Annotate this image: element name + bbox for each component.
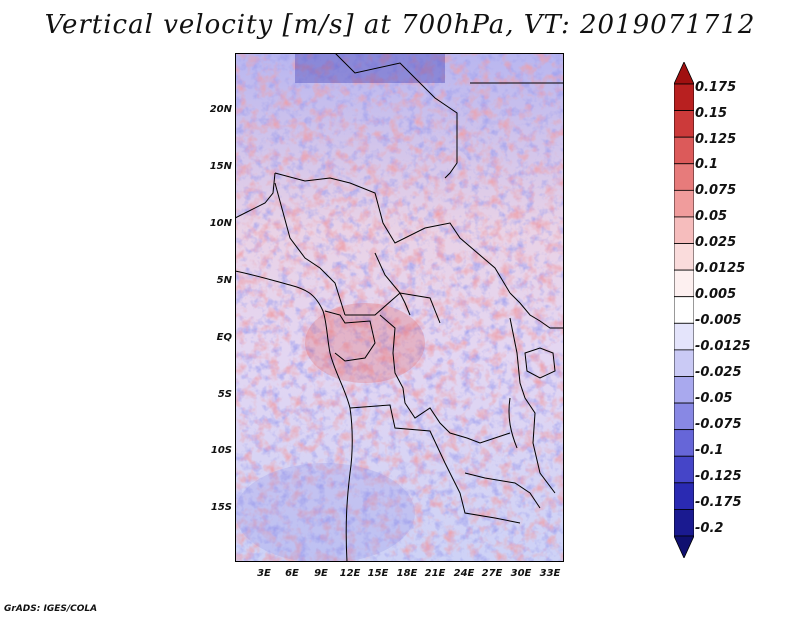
colorbar-segment	[674, 216, 694, 244]
colorbar-top-arrow	[674, 62, 694, 85]
west-coastline	[235, 270, 353, 562]
colorbar-label: -0.0125	[695, 339, 751, 354]
border-chad	[274, 172, 511, 294]
colorbar-segment	[674, 429, 694, 457]
border-west-inner	[235, 172, 276, 219]
colorbar-segment	[674, 376, 694, 404]
lon-label: 27E	[481, 568, 503, 579]
lon-label: 6E	[285, 568, 299, 579]
colorbar-segment	[674, 349, 694, 377]
colorbar-segment	[674, 243, 694, 271]
lake-tanganyika	[508, 397, 518, 449]
congo-updraft-zone	[305, 303, 425, 383]
lat-label: EQ	[216, 332, 232, 343]
colorbar-segment	[674, 402, 694, 431]
border-nigeria	[274, 182, 346, 316]
velocity-map	[235, 53, 564, 562]
colorbar-segment	[674, 509, 694, 537]
colorbar-label: -0.025	[695, 365, 742, 380]
colorbar	[674, 62, 694, 558]
colorbar-segment	[674, 110, 694, 138]
colorbar-label: 0.15	[695, 106, 728, 121]
lat-label: 5N	[216, 275, 232, 286]
map-border	[235, 53, 564, 562]
border-north	[334, 53, 458, 179]
border-east	[509, 292, 564, 329]
colorbar-label: 0.025	[695, 235, 737, 250]
lat-label: 10S	[210, 445, 232, 456]
colorbar-segment	[674, 482, 694, 510]
colorbar-bottom-arrow	[674, 535, 694, 558]
colorbar-segment	[674, 83, 694, 111]
lon-label: 12E	[339, 568, 361, 579]
border-drc	[379, 314, 511, 444]
colorbar-label: 0.075	[695, 183, 737, 198]
lake-victoria	[524, 347, 556, 379]
colorbar-label: -0.175	[695, 495, 742, 510]
colorbar-label: -0.1	[695, 443, 724, 458]
border-angola	[349, 404, 521, 524]
colorbar-label: 0.005	[695, 287, 737, 302]
lon-label: 33E	[539, 568, 561, 579]
colorbar-label: 0.175	[695, 80, 737, 95]
colorbar-label: -0.2	[695, 521, 724, 536]
colorbar-segment	[674, 136, 694, 165]
lon-label: 15E	[367, 568, 389, 579]
colorbar-label: 0.1	[695, 157, 719, 172]
colorbar-segment	[674, 322, 694, 351]
colorbar-segment	[674, 296, 694, 324]
south-downdraft-zone	[235, 463, 415, 562]
border-congo	[345, 292, 441, 324]
colorbar-label: -0.075	[695, 417, 742, 432]
colorbar-label: 0.05	[695, 209, 728, 224]
lon-label: 21E	[424, 568, 446, 579]
map-title: Vertical velocity [m/s] at 700hPa, VT: 2…	[44, 10, 756, 40]
colorbar-label: 0.125	[695, 132, 737, 147]
border-zambia	[464, 472, 541, 509]
lat-label: 15N	[209, 161, 232, 172]
lon-label: 9E	[314, 568, 328, 579]
colorbar-label: 0.0125	[695, 261, 746, 276]
colorbar-segment	[674, 269, 694, 298]
colorbar-label: -0.05	[695, 391, 733, 406]
colorbar-segment	[674, 163, 694, 191]
grads-credit: GrADS: IGES/COLA	[4, 604, 98, 614]
border-gabon	[324, 310, 376, 362]
lat-label: 5S	[217, 389, 232, 400]
colorbar-label: -0.125	[695, 469, 742, 484]
lon-label: 30E	[510, 568, 532, 579]
colorbar-segment	[674, 455, 694, 484]
velocity-field	[235, 53, 564, 562]
sahara-updraft-band	[295, 53, 445, 83]
lon-label: 24E	[453, 568, 475, 579]
lon-label: 18E	[396, 568, 418, 579]
border-great-lakes	[509, 317, 556, 494]
country-borders	[235, 53, 564, 562]
lat-label: 15S	[210, 502, 232, 513]
colorbar-segment	[674, 189, 694, 218]
lat-label: 10N	[209, 218, 232, 229]
lon-label: 3E	[257, 568, 271, 579]
colorbar-label: -0.005	[695, 313, 742, 328]
lat-label: 20N	[209, 104, 232, 115]
